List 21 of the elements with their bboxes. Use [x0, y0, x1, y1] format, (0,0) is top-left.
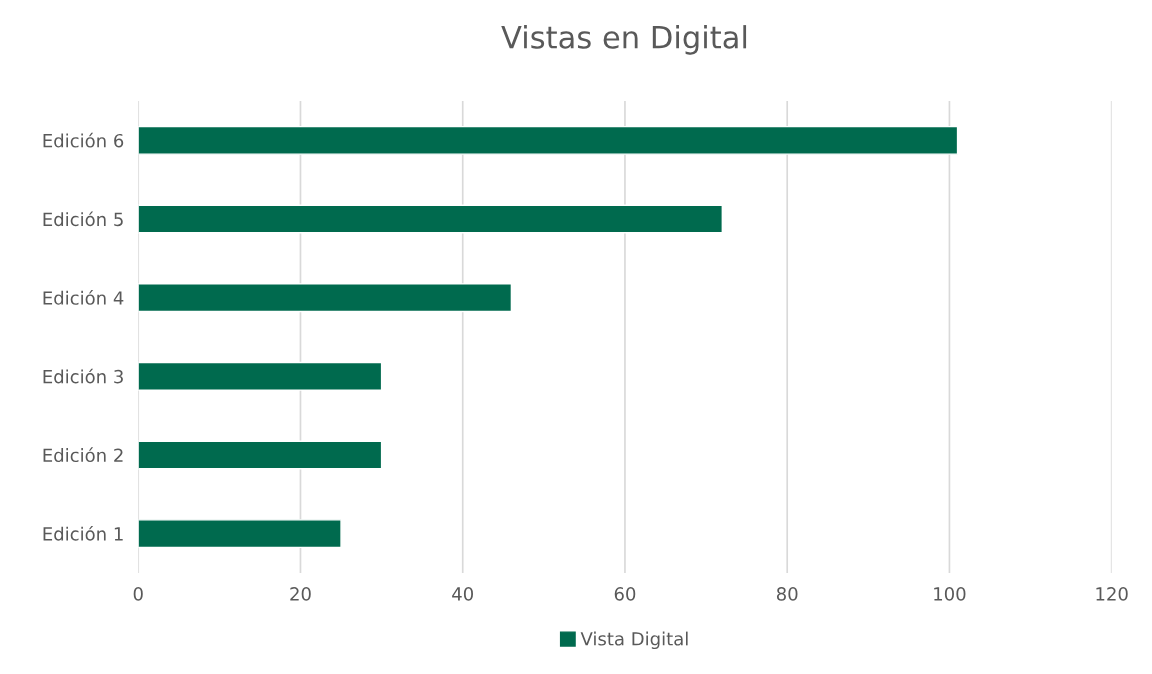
x-tick-label: 0 — [133, 587, 143, 601]
y-tick-label: Edición 5 — [43, 211, 123, 227]
bar — [138, 204, 723, 234]
bar — [138, 440, 383, 470]
y-tick-label: Edición 1 — [43, 526, 123, 541]
bar — [138, 283, 513, 313]
y-tick-label: Edición 2 — [43, 447, 123, 463]
chart-title: Vistas en Digital — [501, 25, 747, 55]
x-tick-label: 20 — [290, 587, 311, 601]
bar — [138, 361, 383, 391]
x-tick-label: 100 — [934, 587, 966, 601]
y-tick-label: Edición 3 — [43, 368, 123, 384]
bar — [138, 519, 342, 549]
y-tick-label: Edición 4 — [43, 290, 124, 305]
bar — [138, 125, 959, 155]
x-tick-label: 60 — [614, 587, 636, 601]
x-tick-label: 80 — [776, 587, 798, 601]
x-tick-label: 120 — [1096, 587, 1128, 601]
legend-label: Vista Digital — [580, 631, 688, 650]
y-tick-label: Edición 6 — [43, 132, 124, 148]
x-tick-label: 40 — [452, 587, 474, 601]
